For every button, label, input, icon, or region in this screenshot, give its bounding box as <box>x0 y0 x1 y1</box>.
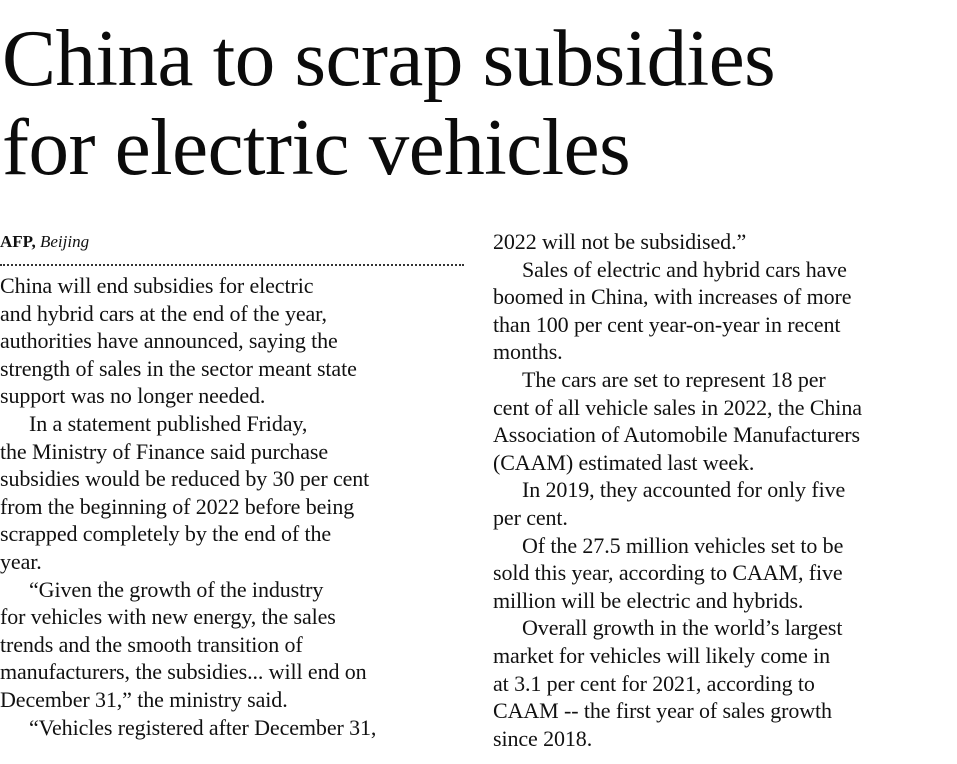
left-column-body: China will end subsidies for electric and… <box>0 272 468 741</box>
paragraph-line: manufacturers, the subsidies... will end… <box>0 659 367 685</box>
right-column: 2022 will not be subsidised.” Sales of el… <box>493 228 957 752</box>
article-paragraph: “Given the growth of the industry for veh… <box>0 576 468 714</box>
paragraph-line: In a statement published Friday, <box>29 410 308 436</box>
article-paragraph: The cars are set to represent 18 per cent… <box>493 366 957 476</box>
headline: China to scrap subsidies for electric ve… <box>2 14 957 192</box>
paragraph-line: since 2018. <box>493 725 593 751</box>
byline-agency: AFP, <box>0 232 36 251</box>
paragraph-line: “Vehicles registered after December 31, <box>29 714 377 740</box>
left-column: AFP, Beijing China will end subsidies fo… <box>0 228 468 741</box>
headline-line: China to scrap subsidies <box>2 13 776 103</box>
paragraph-line: the Ministry of Finance said purchase <box>0 438 329 464</box>
paragraph-line: than 100 per cent year-on-year in recent <box>493 311 841 337</box>
paragraph-line: (CAAM) estimated last week. <box>493 449 755 475</box>
paragraph-line: Of the 27.5 million vehicles set to be <box>522 532 844 558</box>
paragraph-line: support was no longer needed. <box>0 383 266 409</box>
paragraph-line: 2022 will not be subsidised.” <box>493 229 747 254</box>
article-paragraph: In a statement published Friday, the Mini… <box>0 410 468 576</box>
paragraph-line: cent of all vehicle sales in 2022, the C… <box>493 394 862 420</box>
right-column-body: 2022 will not be subsidised.” Sales of el… <box>493 228 957 752</box>
paragraph-line: for vehicles with new energy, the sales <box>0 604 336 630</box>
article-paragraph: Of the 27.5 million vehicles set to be so… <box>493 532 957 615</box>
paragraph-line: trends and the smooth transition of <box>0 631 303 657</box>
paragraph-line: market for vehicles will likely come in <box>493 642 830 668</box>
article-paragraph: 2022 will not be subsidised.” <box>493 228 957 256</box>
paragraph-line: and hybrid cars at the end of the year, <box>0 300 327 326</box>
paragraph-line: million will be electric and hybrids. <box>493 587 804 613</box>
headline-line: for electric vehicles <box>2 102 631 192</box>
paragraph-line: Overall growth in the world’s largest <box>522 615 843 641</box>
paragraph-line: boomed in China, with increases of more <box>493 284 852 310</box>
paragraph-line: authorities have announced, saying the <box>0 328 338 354</box>
article-paragraph: Overall growth in the world’s largest mar… <box>493 614 957 752</box>
paragraph-line: CAAM -- the first year of sales growth <box>493 698 832 724</box>
paragraph-line: Sales of electric and hybrid cars have <box>522 256 847 282</box>
paragraph-line: December 31,” the ministry said. <box>0 686 288 712</box>
article-paragraph: Sales of electric and hybrid cars have bo… <box>493 256 957 366</box>
paragraph-line: The cars are set to represent 18 per <box>522 366 826 392</box>
paragraph-line: In 2019, they accounted for only five <box>522 477 846 503</box>
paragraph-line: at 3.1 per cent for 2021, according to <box>493 670 815 696</box>
dotted-divider <box>0 264 464 266</box>
article-paragraph: China will end subsidies for electric and… <box>0 272 468 410</box>
byline: AFP, Beijing <box>0 228 468 256</box>
paragraph-line: months. <box>493 339 563 365</box>
paragraph-line: scrapped completely by the end of the <box>0 521 332 547</box>
article-paragraph: In 2019, they accounted for only five per… <box>493 476 957 531</box>
paragraph-line: subsidies would be reduced by 30 per cen… <box>0 466 370 492</box>
paragraph-line: “Given the growth of the industry <box>29 576 324 602</box>
paragraph-line: strength of sales in the sector meant st… <box>0 355 357 381</box>
paragraph-line: Association of Automobile Manufacturers <box>493 422 860 448</box>
paragraph-line: sold this year, according to CAAM, five <box>493 560 843 586</box>
article-paragraph: “Vehicles registered after December 31, <box>0 714 468 742</box>
paragraph-line: per cent. <box>493 504 568 530</box>
byline-location: Beijing <box>40 232 90 251</box>
paragraph-line: year. <box>0 548 42 574</box>
paragraph-line: China will end subsidies for electric <box>0 273 314 298</box>
paragraph-line: from the beginning of 2022 before being <box>0 493 355 519</box>
